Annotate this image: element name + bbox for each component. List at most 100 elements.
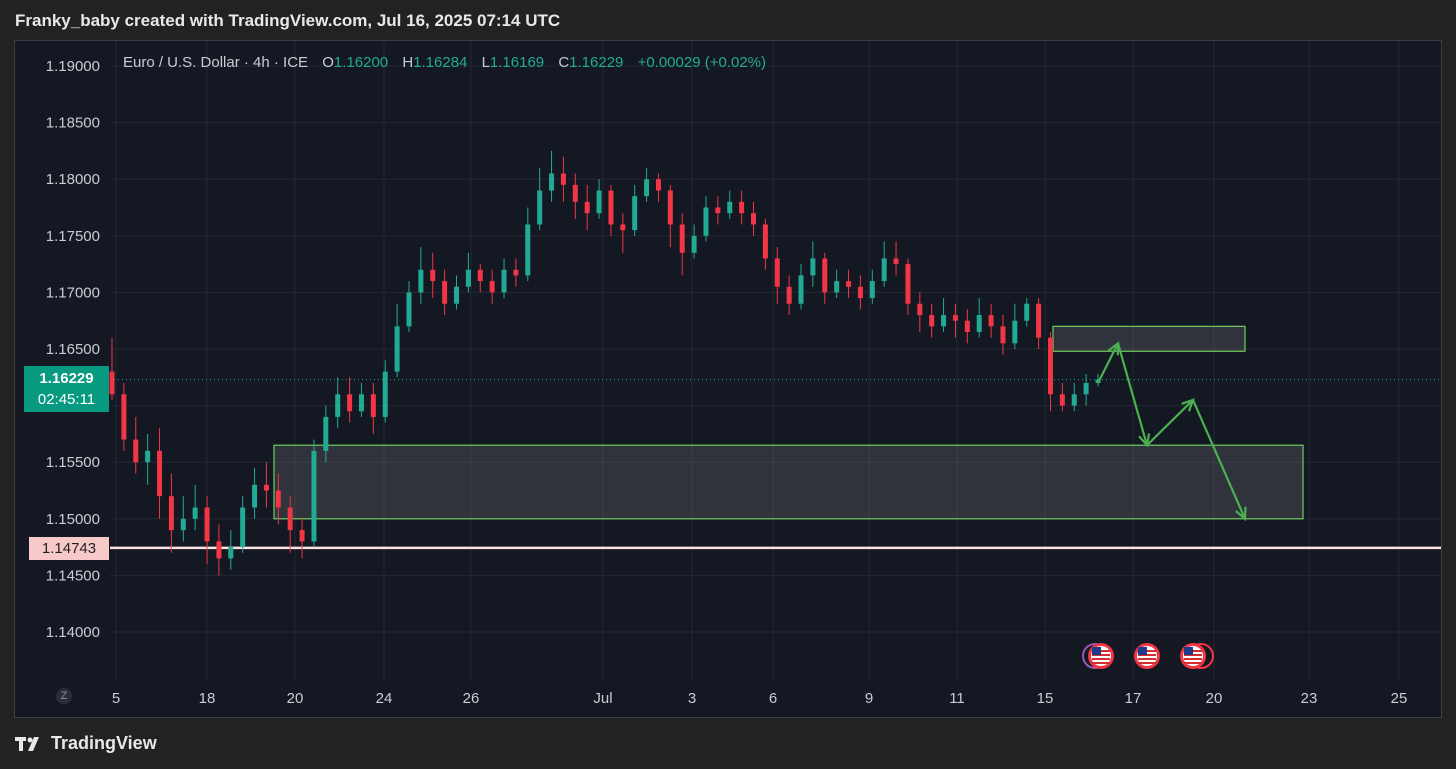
chart-panel[interactable] (14, 40, 1442, 718)
candle-body (1000, 326, 1006, 344)
x-tick-label: 24 (376, 690, 393, 707)
open-label: O (322, 54, 334, 71)
us-flag-stripe-icon (1092, 662, 1110, 664)
candle-body (370, 394, 376, 417)
close-value: 1.16229 (569, 54, 624, 71)
high-value: 1.16284 (413, 54, 468, 71)
candle-body (596, 190, 602, 214)
zoom-toggle-button[interactable]: Z (56, 688, 72, 704)
candle-body (691, 235, 697, 253)
candle-body (168, 496, 174, 531)
us-flag-canton-icon (1184, 647, 1193, 655)
candle-body (454, 286, 460, 304)
candle-body (323, 416, 329, 451)
high-label: H (402, 54, 414, 71)
candle-body (988, 315, 994, 327)
candle-body (727, 201, 733, 214)
candle-body (739, 201, 745, 214)
x-tick-label: 20 (287, 690, 304, 707)
candle-body (358, 394, 364, 412)
projection-arrow-segment (1191, 399, 1247, 520)
y-tick-label: 1.15500 (46, 454, 100, 471)
candle-body (204, 507, 210, 542)
candle-body (394, 326, 400, 372)
candle-body (964, 320, 970, 333)
candle-body (121, 394, 127, 440)
candle-body (501, 269, 507, 293)
us-flag-stripe-icon (1184, 662, 1202, 664)
candle-body (489, 281, 495, 293)
candle-body (929, 315, 935, 327)
close-label: C (558, 54, 570, 71)
candle-body (679, 224, 685, 253)
candle-body (525, 224, 531, 276)
y-tick-label: 1.16500 (46, 341, 100, 358)
y-tick-label: 1.14500 (46, 567, 100, 584)
candle-body (952, 315, 958, 321)
projection-arrow-segment (1097, 342, 1119, 384)
us-flag-canton-icon (1138, 647, 1147, 655)
x-tick-label: 26 (463, 690, 480, 707)
y-tick-label: 1.19000 (46, 58, 100, 75)
y-tick-label: 1.15000 (46, 511, 100, 528)
y-tick-label: 1.14000 (46, 624, 100, 641)
candle-body (263, 484, 269, 491)
x-tick-label: 18 (199, 690, 216, 707)
projection-arrow-segment (1116, 343, 1149, 446)
candle-body (905, 264, 911, 304)
us-flag-stripe-icon (1138, 658, 1156, 660)
chart-author-header: Franky_baby created with TradingView.com… (15, 11, 561, 30)
candle-body (857, 286, 863, 299)
x-tick-label: 3 (688, 690, 696, 707)
tradingview-logo-icon (15, 736, 39, 751)
candle-body (941, 315, 947, 327)
y-tick-label: 1.17000 (46, 284, 100, 301)
change-value: +0.00029 (+0.02%) (637, 54, 766, 71)
ticker-legend: Euro / U.S. Dollar · 4h · ICE O1.16200 H… (123, 54, 766, 71)
candle-body (1071, 394, 1077, 406)
candle-body (869, 281, 875, 299)
candle-body (1083, 382, 1089, 395)
y-tick-label: 1.18500 (46, 115, 100, 132)
candle-body (216, 541, 222, 559)
current-price: 1.16229 (39, 370, 94, 387)
y-tick-label: 1.17500 (46, 228, 100, 245)
x-tick-label: 5 (112, 690, 120, 707)
candle-body (750, 213, 756, 225)
x-tick-label: 9 (865, 690, 873, 707)
candle-body (715, 207, 721, 214)
candle-body (299, 530, 305, 542)
candle-body (180, 518, 186, 531)
candle-body (893, 258, 899, 265)
candle-body (311, 450, 317, 542)
low-label: L (481, 54, 490, 71)
candle-body (145, 450, 151, 463)
candle-body (584, 201, 590, 214)
open-value: 1.16200 (333, 54, 389, 71)
x-tick-label: Jul (593, 690, 612, 707)
symbol-label: Euro / U.S. Dollar · 4h · ICE (123, 54, 309, 71)
candle-body (655, 179, 661, 191)
candle-body (810, 258, 816, 276)
candle-body (157, 450, 163, 497)
projection-arrow-head (1235, 506, 1247, 522)
us-flag-canton-icon (1092, 647, 1101, 655)
supply-demand-zone (1052, 325, 1246, 352)
candle-body (667, 190, 673, 225)
candle-body (537, 190, 543, 225)
candle-body (762, 224, 768, 259)
candle-body (846, 281, 852, 287)
footer-brand-text: TradingView (51, 733, 157, 753)
candle-body (917, 303, 923, 316)
candle-body (620, 224, 626, 231)
candle-body (228, 547, 234, 559)
x-tick-label: 15 (1037, 690, 1054, 707)
candle-body (560, 173, 566, 185)
candle-body (822, 258, 828, 293)
horizontal-level-tag: 1.14743 (29, 537, 109, 560)
candle-body (703, 207, 709, 236)
us-flag-stripe-icon (1184, 658, 1202, 660)
y-tick-label: 1.18000 (46, 171, 100, 188)
candle-body (382, 371, 388, 417)
